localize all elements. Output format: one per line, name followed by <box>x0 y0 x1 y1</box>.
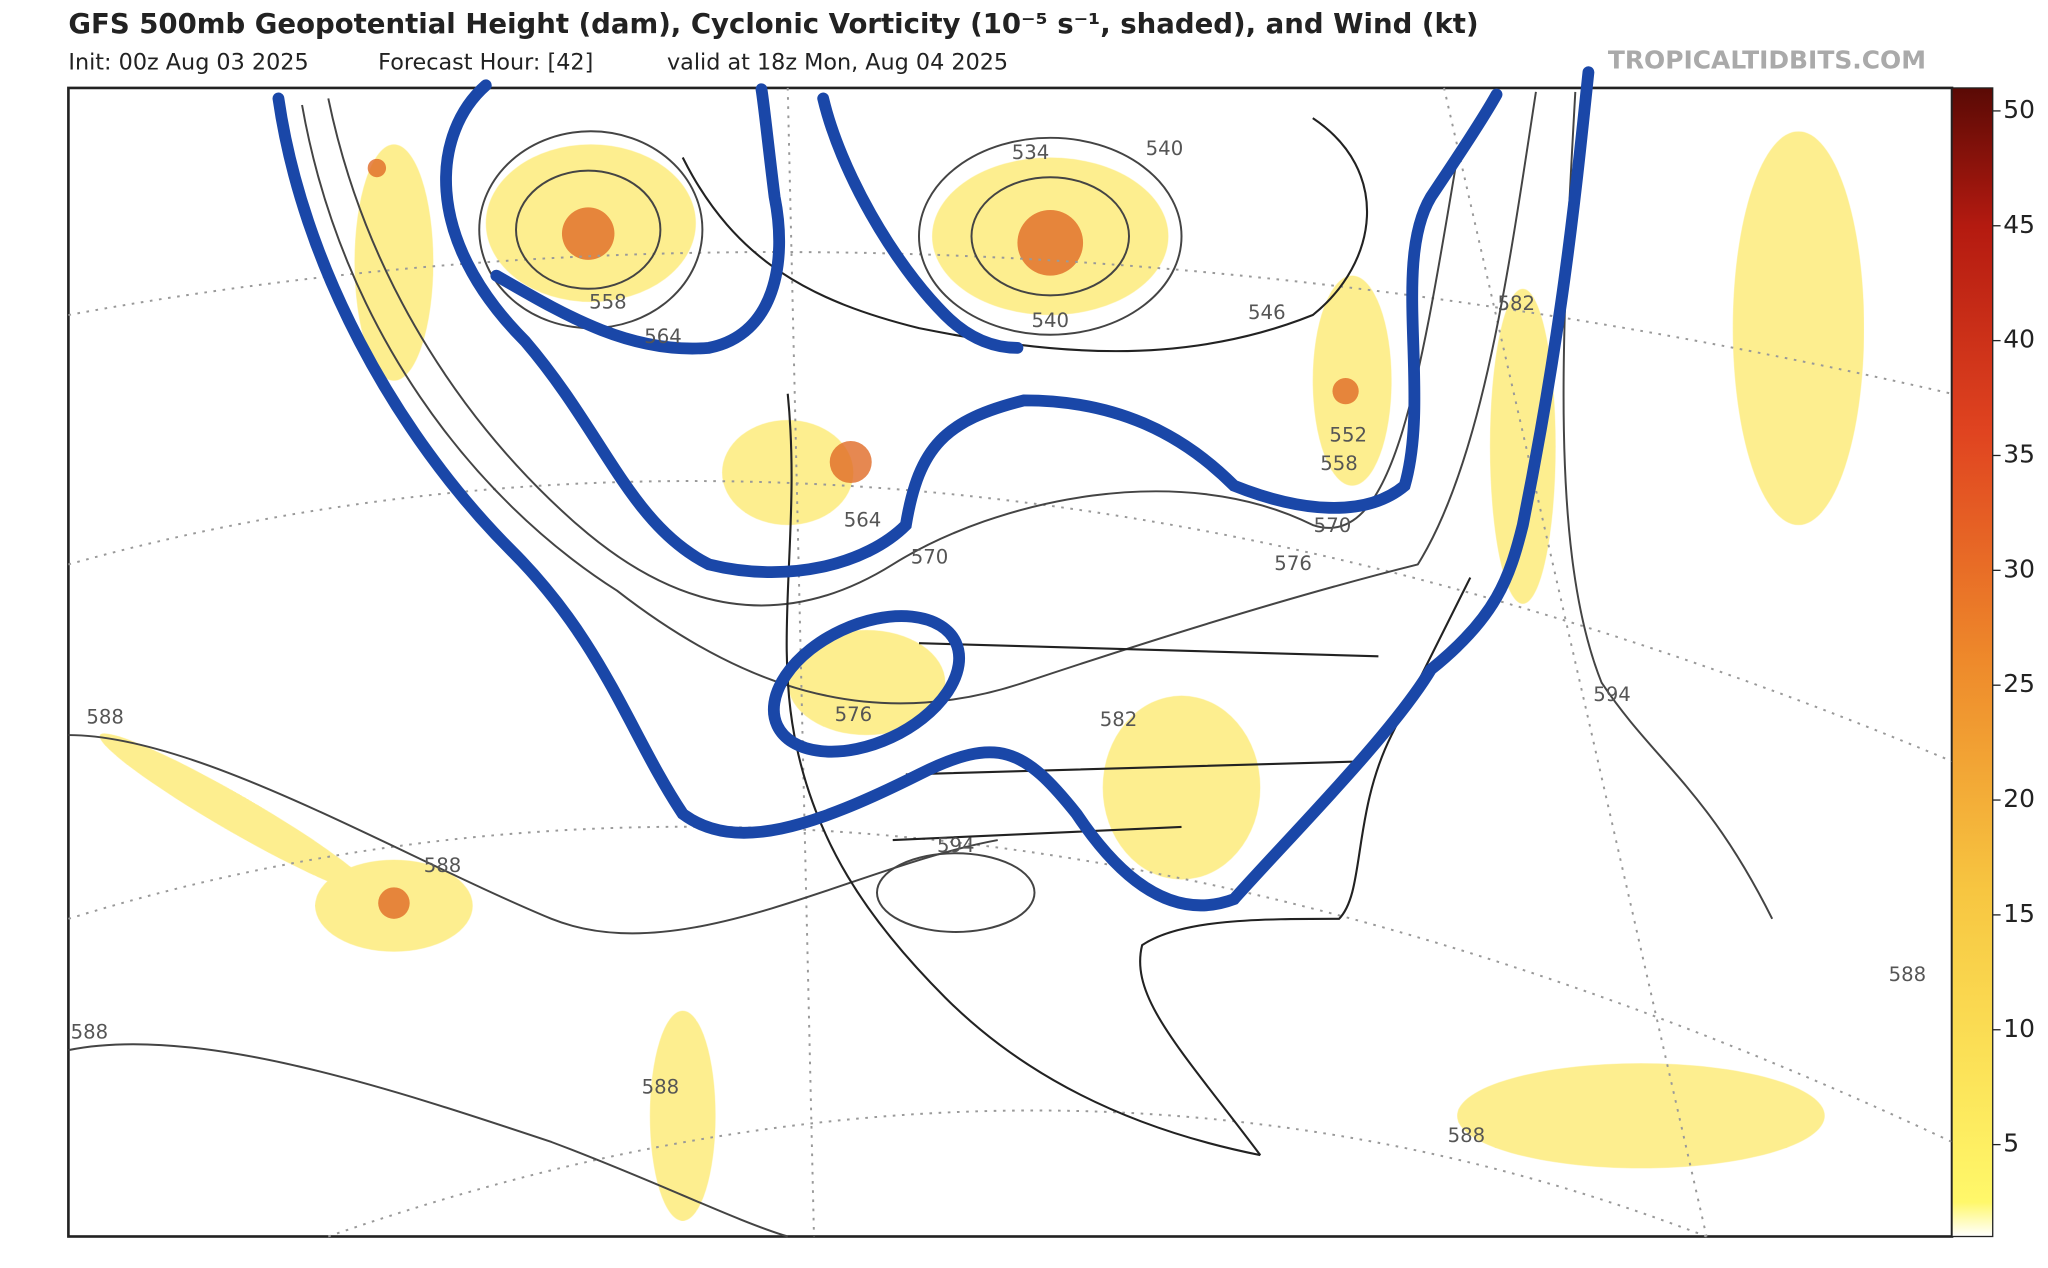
valid-time: valid at 18z Mon, Aug 04 2025 <box>667 50 1008 76</box>
colorbar-tick-label: 10 <box>2003 1014 2035 1043</box>
contour-label: 546 <box>1248 301 1286 324</box>
contour-label: 570 <box>1314 514 1352 537</box>
contour-label: 576 <box>1274 552 1312 575</box>
contour-label: 558 <box>589 291 627 314</box>
colorbar <box>1951 87 1994 1238</box>
colorbar-tick-label: 5 <box>2003 1129 2019 1158</box>
contour-label: 588 <box>642 1076 680 1099</box>
contour-label: 552 <box>1329 423 1367 446</box>
contour-label: 588 <box>71 1021 109 1044</box>
contour-label: 558 <box>1320 452 1358 475</box>
colorbar-tick-label: 30 <box>2003 554 2035 583</box>
map-area: 534 540 558 564 540 546 582 552 558 564 … <box>67 66 1954 1238</box>
init-time: Init: 00z Aug 03 2025 <box>68 50 308 76</box>
contour-label: 564 <box>644 325 682 348</box>
contour-label: 540 <box>1146 137 1184 160</box>
contour-label: 594 <box>1593 683 1631 706</box>
contour-label: 594 <box>937 834 975 857</box>
contour-label: 576 <box>835 703 873 726</box>
title: GFS 500mb Geopotential Height (dam), Cyc… <box>68 8 1478 40</box>
contour-label: 540 <box>1031 309 1069 332</box>
contour-label: 582 <box>1497 292 1535 315</box>
colorbar-ticks: 5 10 15 20 25 30 35 40 45 50 <box>1992 95 2035 1158</box>
contour-label: 570 <box>911 545 949 568</box>
contour-label: 588 <box>1448 1124 1486 1147</box>
colorbar-tick-label: 15 <box>2003 899 2035 928</box>
colorbar-tick-label: 50 <box>2003 95 2035 124</box>
contour-label: 582 <box>1100 708 1138 731</box>
contour-label: 588 <box>1889 963 1927 986</box>
colorbar-tick-label: 25 <box>2003 669 2035 698</box>
contour-label: 534 <box>1012 141 1050 164</box>
contour-labels: 534 540 558 564 540 546 582 552 558 564 … <box>71 137 1927 1147</box>
forecast-hour: Forecast Hour: [42] <box>378 50 593 76</box>
contour-label: 564 <box>844 509 882 532</box>
colorbar-tick-label: 35 <box>2003 439 2035 468</box>
watermark: TROPICALTIDBITS.COM <box>1608 46 1926 75</box>
colorbar-tick-label: 20 <box>2003 784 2035 813</box>
colorbar-tick-label: 40 <box>2003 325 2035 354</box>
contour-label: 588 <box>424 854 462 877</box>
colorbar-tick-label: 45 <box>2003 210 2035 239</box>
contour-label: 588 <box>86 706 124 729</box>
